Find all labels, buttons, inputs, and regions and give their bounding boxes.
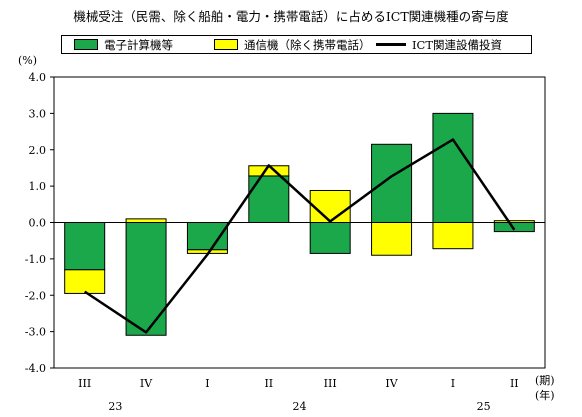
x-tick-label: IV xyxy=(140,377,153,390)
x-tick-label: III xyxy=(324,377,337,390)
ict-investment-line xyxy=(83,138,516,334)
x-axis-unit-year: (年) xyxy=(535,388,555,402)
x-axis-unit-quarter: (期) xyxy=(535,374,555,387)
bar-series1-1 xyxy=(64,222,106,271)
legend-swatch-computers xyxy=(74,39,98,50)
y-tick-label: 3.0 xyxy=(29,107,47,120)
bar-series2-1 xyxy=(64,269,106,294)
y-tick-label: 1.0 xyxy=(29,180,47,193)
legend-item-communication: 通信機（除く携帯電話） xyxy=(214,37,371,52)
bar-series2-2 xyxy=(125,218,167,224)
y-tick-label: -4.0 xyxy=(25,362,46,375)
legend-swatch-communication xyxy=(214,39,238,50)
y-tick-label: 4.0 xyxy=(29,71,47,84)
legend-line-ict-investment xyxy=(376,43,406,46)
x-tick-label: II xyxy=(510,377,519,390)
x-tick-label: II xyxy=(264,377,273,390)
legend-label-computers: 電子計算機等 xyxy=(104,37,173,52)
bar-series2-6 xyxy=(371,222,413,256)
bar-series2-5 xyxy=(309,189,351,224)
x-tick-label: IV xyxy=(385,377,398,390)
bar-series1-2 xyxy=(125,222,167,336)
x-tick-label: I xyxy=(451,377,455,390)
bar-series1-5 xyxy=(309,222,351,254)
legend-item-ict-investment: ICT関連設備投資 xyxy=(376,37,502,52)
y-tick-label: -1.0 xyxy=(25,253,46,266)
legend-item-computers: 電子計算機等 xyxy=(74,37,173,52)
y-tick-label: -2.0 xyxy=(25,289,46,302)
legend: 電子計算機等 通信機（除く携帯電話） ICT関連設備投資 xyxy=(61,35,532,54)
year-label: 25 xyxy=(477,400,491,413)
x-tick-label: III xyxy=(78,377,91,390)
legend-label-ict-investment: ICT関連設備投資 xyxy=(412,37,503,52)
year-label: 24 xyxy=(293,400,307,413)
year-label: 23 xyxy=(108,400,122,413)
y-tick-label: -3.0 xyxy=(25,326,46,339)
bar-series1-7 xyxy=(432,112,474,223)
bar-series1-4 xyxy=(248,175,290,224)
y-tick-label: 2.0 xyxy=(29,144,47,157)
y-tick-label: 0.0 xyxy=(29,217,47,230)
bar-series1-8 xyxy=(493,222,535,233)
bar-series1-6 xyxy=(371,143,413,223)
legend-label-communication: 通信機（除く携帯電話） xyxy=(244,37,371,52)
chart-title: 機械受注（民需、除く船舶・電力・携帯電話）に占めるICT関連機種の寄与度 xyxy=(73,9,509,24)
x-tick-label: I xyxy=(205,377,209,390)
y-axis-unit: (%) xyxy=(18,54,37,67)
bar-series2-7 xyxy=(432,222,474,250)
